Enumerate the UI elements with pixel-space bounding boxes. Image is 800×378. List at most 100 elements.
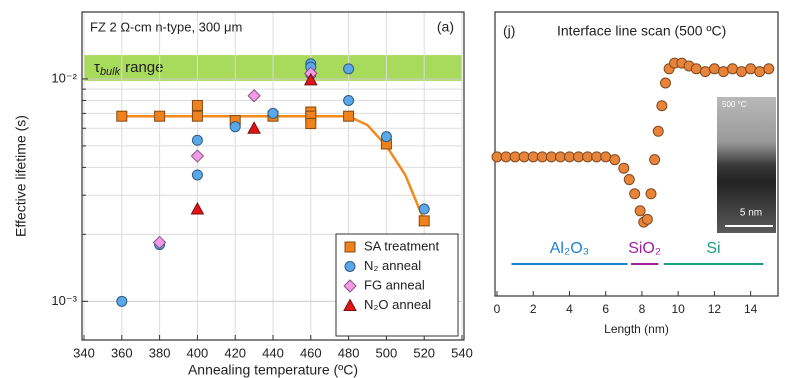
marker-circle — [191, 169, 203, 181]
marker-circle — [609, 154, 621, 166]
inset-image — [717, 97, 776, 233]
y-axis-label: Effective lifetime (s) — [13, 115, 29, 237]
marker-triangle — [343, 298, 357, 311]
x-tick-label: 500 — [376, 345, 398, 360]
marker-circle — [191, 134, 203, 146]
marker-diamond — [247, 89, 261, 103]
x-tick-label: 0 — [494, 302, 501, 316]
legend-label: SA treatment — [364, 238, 440, 253]
marker-circle — [582, 151, 594, 163]
panel-title: Interface line scan (500 ºC) — [557, 23, 726, 39]
marker-square — [191, 99, 203, 111]
marker-circle — [563, 151, 575, 163]
marker-circle — [763, 63, 775, 75]
marker-square — [344, 241, 356, 253]
x-axis-label: Length (nm) — [604, 322, 669, 336]
x-axis-label: Annealing temperature (ºC) — [188, 362, 358, 378]
marker-circle — [690, 63, 702, 75]
marker-circle — [500, 151, 512, 163]
x-tick-label: 6 — [602, 302, 609, 316]
x-tick-label: 420 — [224, 345, 246, 360]
marker-diamond — [152, 235, 167, 250]
marker-circle — [343, 94, 355, 106]
band-text: range — [125, 59, 163, 76]
marker-circle — [380, 131, 392, 143]
marker-circle — [727, 63, 739, 75]
marker-circle — [623, 174, 635, 186]
marker-square — [305, 118, 317, 130]
marker-circle — [344, 261, 356, 272]
marker-square — [154, 110, 166, 122]
legend-box — [335, 233, 459, 337]
marker-circle — [745, 63, 757, 75]
x-tick-label: 4 — [566, 302, 573, 316]
marker-circle — [699, 66, 711, 78]
marker-circle — [573, 151, 585, 163]
marker-circle — [116, 295, 128, 307]
marker-circle — [545, 151, 557, 163]
x-tick-label: 460 — [300, 345, 322, 360]
marker-circle — [652, 125, 664, 137]
x-tick-label: 440 — [262, 345, 284, 360]
marker-circle — [629, 188, 641, 200]
marker-circle — [717, 66, 729, 78]
inset-scale-label: 5 nm — [740, 208, 762, 219]
x-tick-label: 10 — [671, 302, 685, 316]
x-tick-label: 14 — [744, 302, 758, 316]
legend-label: N₂ anneal — [364, 258, 421, 273]
marker-circle — [418, 203, 430, 215]
marker-circle — [649, 154, 661, 166]
marker-circle — [491, 151, 503, 163]
marker-circle — [591, 151, 603, 163]
marker-square — [116, 110, 128, 122]
marker-circle — [656, 100, 668, 112]
panel-label: (a) — [437, 19, 454, 35]
marker-circle — [527, 151, 539, 163]
marker-circle — [618, 162, 630, 174]
region-label: Si — [706, 240, 720, 257]
marker-circle — [229, 121, 241, 133]
marker-circle — [708, 63, 720, 75]
marker-circle — [659, 77, 671, 89]
legend-label: N₂O anneal — [364, 297, 431, 312]
marker-circle — [641, 213, 653, 225]
marker-square — [191, 110, 203, 122]
inset-label: 500 °C — [722, 100, 747, 109]
marker-circle — [645, 188, 657, 200]
legend-label: FG anneal — [364, 277, 425, 292]
marker-circle — [554, 151, 566, 163]
x-tick-label: 12 — [708, 302, 722, 316]
marker-circle — [518, 151, 530, 163]
marker-circle — [754, 66, 766, 78]
band-symbol: τ — [94, 59, 100, 76]
x-tick-label: 360 — [111, 345, 133, 360]
x-tick-label: 400 — [187, 345, 209, 360]
marker-circle — [536, 151, 548, 163]
panel-label: (j) — [503, 23, 515, 39]
marker-circle — [343, 63, 355, 75]
x-tick-label: 2 — [530, 302, 537, 316]
marker-circle — [509, 151, 521, 163]
y-tick-label: 10⁻³ — [51, 293, 77, 308]
x-tick-label: 520 — [413, 345, 435, 360]
marker-circle — [267, 107, 279, 119]
x-tick-label: 540 — [451, 345, 473, 360]
marker-circle — [736, 66, 748, 78]
annotation: FZ 2 Ω-cm n-type, 300 μm — [90, 19, 242, 34]
marker-triangle — [190, 201, 205, 215]
x-tick-label: 340 — [73, 345, 95, 360]
region-label: SiO₂ — [628, 240, 661, 257]
band-subscript: bulk — [100, 66, 121, 78]
marker-circle — [634, 205, 646, 217]
marker-diamond — [190, 149, 205, 163]
marker-square — [343, 110, 355, 122]
marker-diamond — [343, 279, 357, 293]
x-tick-label: 380 — [149, 345, 171, 360]
y-tick-label: 10⁻² — [51, 70, 77, 85]
marker-square — [418, 215, 430, 227]
region-label: Al₂O₃ — [550, 240, 589, 257]
x-tick-label: 480 — [338, 345, 360, 360]
marker-triangle — [303, 72, 318, 86]
marker-triangle — [247, 121, 261, 134]
marker-circle — [600, 151, 612, 163]
